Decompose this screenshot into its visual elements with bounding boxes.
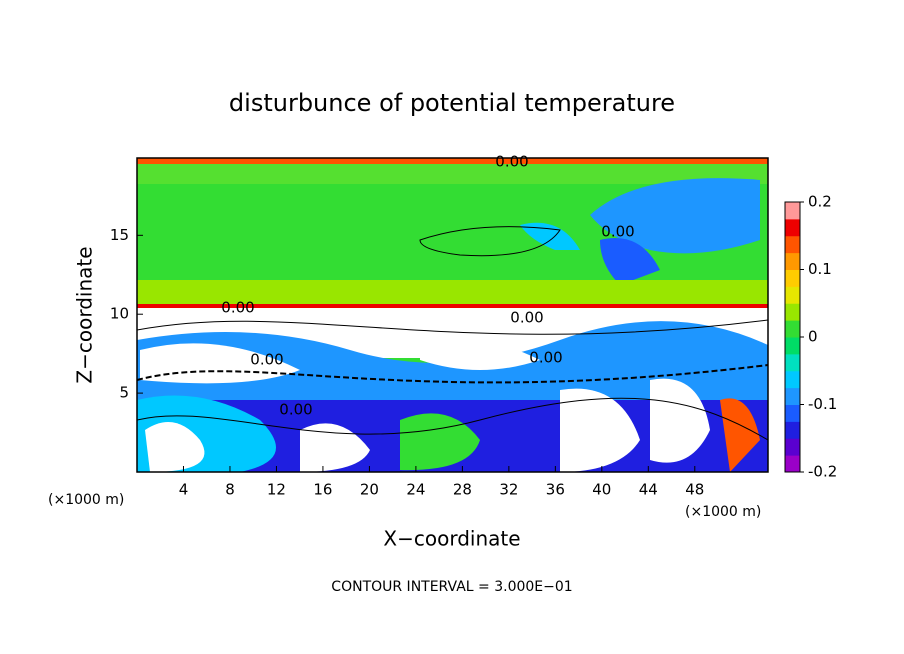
footnote: CONTOUR INTERVAL = 3.000E−01: [331, 579, 572, 595]
y-tick-label: 10: [110, 305, 129, 323]
contour-label: 0.00: [279, 401, 312, 419]
y-axis-title: Z−coordinate: [73, 246, 97, 383]
y-tick-label: 15: [110, 226, 129, 244]
colorbar-tick-label: -0.2: [808, 463, 837, 481]
x-unit: (×1000 m): [48, 492, 124, 508]
colorbar-tick-label: -0.1: [808, 395, 837, 413]
colorbar-swatch: [785, 202, 800, 220]
x-unit: (×1000 m): [685, 504, 761, 520]
contour-label: 0.00: [221, 299, 254, 317]
contour-label: 0.00: [495, 153, 528, 171]
colorbar-tick-label: 0.1: [808, 260, 832, 278]
colorbar-swatch: [785, 455, 800, 473]
x-tick-label: 12: [267, 481, 286, 499]
colorbar-tick-label: 0: [808, 328, 818, 346]
chart-title: disturbunce of potential temperature: [229, 89, 675, 117]
contour-label: 0.00: [529, 349, 562, 367]
contour-label: 0.00: [250, 351, 283, 369]
colorbar-swatch: [785, 235, 800, 254]
x-tick-label: 40: [592, 481, 611, 499]
colorbar-swatch: [785, 337, 800, 355]
colorbar-swatch: [785, 370, 800, 389]
colorbar-swatch: [785, 387, 800, 405]
colorbar-swatch: [785, 421, 800, 439]
colorbar-swatch: [785, 320, 800, 338]
x-tick-label: 48: [685, 481, 704, 499]
y-tick-label: 5: [119, 384, 129, 402]
colorbar-swatch: [785, 269, 800, 287]
plot-frame: [136, 157, 769, 473]
colorbar-swatch: [785, 353, 800, 372]
colorbar-swatch: [785, 286, 800, 304]
x-tick-label: 36: [546, 481, 565, 499]
contour-label: 0.00: [601, 223, 634, 241]
x-tick-label: 28: [453, 481, 472, 499]
x-tick-label: 24: [406, 481, 425, 499]
x-tick-label: 16: [313, 481, 332, 499]
x-axis-title: X−coordinate: [383, 527, 520, 551]
colorbar-swatch: [785, 404, 800, 422]
contour-label: 0.00: [510, 309, 543, 327]
field: [137, 158, 768, 472]
colorbar-swatch: [785, 438, 800, 456]
x-tick-label: 44: [639, 481, 658, 499]
colorbar-swatch: [785, 303, 800, 321]
colorbar-swatch: [785, 218, 800, 237]
colorbar-swatch: [785, 252, 800, 270]
x-tick-label: 8: [225, 481, 235, 499]
x-tick-label: 4: [179, 481, 189, 499]
colorbar-tick-label: 0.2: [808, 193, 832, 211]
x-tick-label: 32: [499, 481, 518, 499]
x-tick-label: 20: [360, 481, 379, 499]
